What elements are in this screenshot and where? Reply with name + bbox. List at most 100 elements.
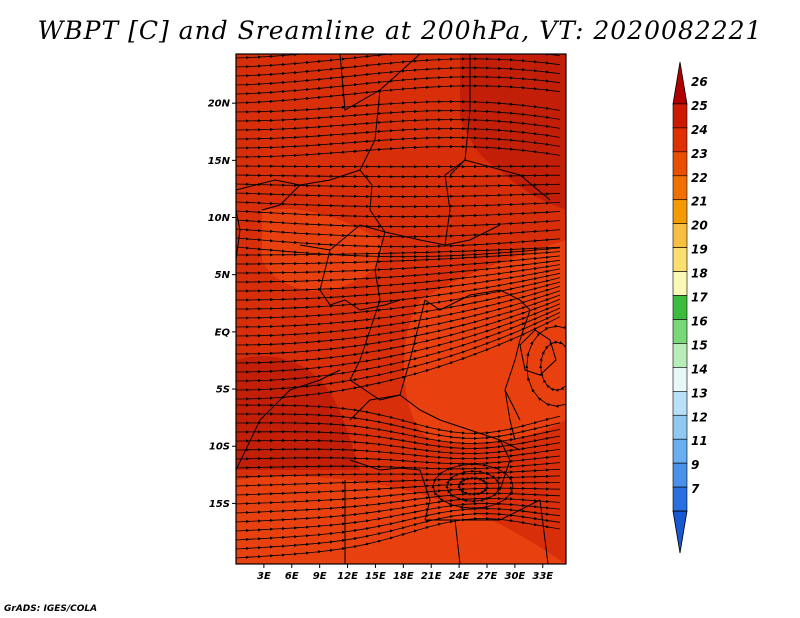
lon-tick-label: 24E bbox=[449, 571, 470, 582]
coast-southwest bbox=[236, 369, 341, 471]
lat-tick-label: 10S bbox=[209, 442, 230, 453]
lat-tick-label: 5N bbox=[215, 270, 231, 281]
lake-victoria bbox=[519, 329, 557, 376]
border-angola-drc bbox=[349, 394, 521, 451]
credit-text: GrADS: IGES/COLA bbox=[4, 604, 98, 614]
lat-tick-label: 15N bbox=[208, 156, 231, 167]
streamline bbox=[236, 200, 561, 209]
latitude-axis: 20N 15N 10N 5N EQ 5S 10S 15S bbox=[208, 99, 236, 510]
colorbar-segment bbox=[672, 271, 688, 296]
colorbar-label: 7 bbox=[691, 482, 700, 496]
colorbar-label: 22 bbox=[691, 171, 708, 185]
colorbar-segment bbox=[672, 223, 688, 248]
lat-tick-label: 20N bbox=[208, 99, 231, 110]
streamline bbox=[236, 228, 561, 239]
colorbar-top-arrow bbox=[672, 61, 688, 105]
streamline bbox=[431, 462, 514, 510]
colorbar-segment bbox=[672, 462, 688, 488]
colorbar-segment bbox=[672, 295, 688, 320]
border-libya-chad bbox=[379, 54, 421, 91]
border-drc-east bbox=[504, 309, 531, 421]
border-zimbabwe bbox=[425, 499, 541, 521]
colorbar-label: 11 bbox=[691, 434, 708, 448]
colorbar-segment bbox=[672, 486, 688, 512]
colorbar-segment bbox=[672, 175, 688, 201]
colorbar-segment bbox=[672, 199, 688, 224]
lake-tanganyika bbox=[504, 389, 516, 441]
border-zambia-west bbox=[419, 469, 431, 521]
border-malawi bbox=[499, 439, 511, 491]
lon-tick-label: 6E bbox=[285, 571, 299, 582]
streamlines bbox=[236, 54, 566, 559]
border-drc-north bbox=[424, 289, 531, 311]
border-botswana bbox=[454, 519, 461, 564]
border-car bbox=[299, 224, 501, 251]
colorbar-segment bbox=[672, 151, 688, 177]
border-congo-drc bbox=[349, 231, 426, 401]
lat-tick-label: 10N bbox=[208, 213, 231, 224]
colorbar-segment bbox=[672, 319, 688, 344]
map-title: WBPT [C] and Sreamline at 200hPa, VT: 20… bbox=[37, 16, 763, 45]
colorbar-segment bbox=[672, 438, 688, 464]
lon-tick-label: 33E bbox=[532, 571, 553, 582]
border-cameroon bbox=[319, 249, 346, 306]
longitude-axis: 3E 6E 9E 12E 15E 18E 21E 24E 27E 30E 33E bbox=[257, 564, 553, 582]
border-sudan bbox=[444, 159, 551, 246]
lon-tick-label: 15E bbox=[365, 571, 386, 582]
lon-tick-label: 12E bbox=[337, 571, 358, 582]
streamline bbox=[236, 164, 560, 169]
streamline bbox=[236, 145, 561, 159]
streamline bbox=[236, 84, 561, 105]
colorbar-label: 16 bbox=[691, 314, 708, 328]
colorbar-label: 25 bbox=[691, 99, 708, 113]
border-benin bbox=[261, 184, 301, 211]
lon-tick-label: 3E bbox=[257, 571, 271, 582]
colorbar-bottom-arrow bbox=[672, 510, 688, 554]
colorbar-label: 20 bbox=[691, 219, 708, 233]
colorbar-segment bbox=[672, 343, 688, 368]
colorbar-label: 15 bbox=[691, 338, 708, 352]
streamline bbox=[236, 219, 561, 229]
colorbar-segment bbox=[672, 414, 688, 440]
streamline bbox=[236, 455, 561, 466]
streamline bbox=[236, 173, 561, 179]
lat-tick-label: 5S bbox=[216, 385, 230, 396]
colorbar-label: 17 bbox=[691, 291, 708, 305]
colorbar-label: 14 bbox=[691, 362, 708, 376]
plot-frame bbox=[235, 53, 567, 565]
border-egypt-sudan bbox=[420, 54, 471, 176]
streamline bbox=[525, 324, 566, 408]
colorbar-label: 12 bbox=[691, 410, 708, 424]
border-niger-chad bbox=[339, 54, 386, 233]
lon-tick-label: 27E bbox=[477, 571, 498, 582]
border-angola-zambia bbox=[349, 459, 421, 471]
country-borders bbox=[236, 54, 557, 564]
colorbar-label: 19 bbox=[691, 243, 708, 257]
lon-tick-label: 9E bbox=[313, 571, 327, 582]
colorbar-label: 9 bbox=[691, 458, 699, 472]
lat-tick-label: 15S bbox=[209, 499, 230, 510]
border-congo bbox=[344, 299, 401, 311]
lon-tick-label: 21E bbox=[421, 571, 442, 582]
colorbar-label: 23 bbox=[691, 147, 708, 161]
colorbar-label: 18 bbox=[691, 267, 708, 281]
colorbar-segment bbox=[672, 103, 688, 129]
streamline bbox=[236, 209, 561, 219]
coast-west bbox=[236, 209, 241, 261]
colorbar-label: 21 bbox=[691, 195, 708, 209]
colorbar-segment bbox=[672, 127, 688, 153]
colorbar: 26 25 24 23 22 21 20 19 18 17 16 15 14 13 12 11 9 7 bbox=[672, 61, 708, 554]
colorbar-segment bbox=[672, 391, 688, 416]
streamline bbox=[236, 316, 561, 401]
colorbar-label: 13 bbox=[691, 386, 708, 400]
colorbar-segment bbox=[672, 247, 688, 272]
lon-tick-label: 30E bbox=[504, 571, 525, 582]
colorbar-segment bbox=[672, 367, 688, 392]
lon-tick-label: 18E bbox=[393, 571, 414, 582]
streamline bbox=[236, 517, 561, 559]
lat-tick-label: EQ bbox=[215, 327, 231, 338]
colorbar-label: 24 bbox=[691, 123, 708, 137]
colorbar-label: 26 bbox=[691, 75, 708, 89]
streamline bbox=[236, 182, 561, 189]
